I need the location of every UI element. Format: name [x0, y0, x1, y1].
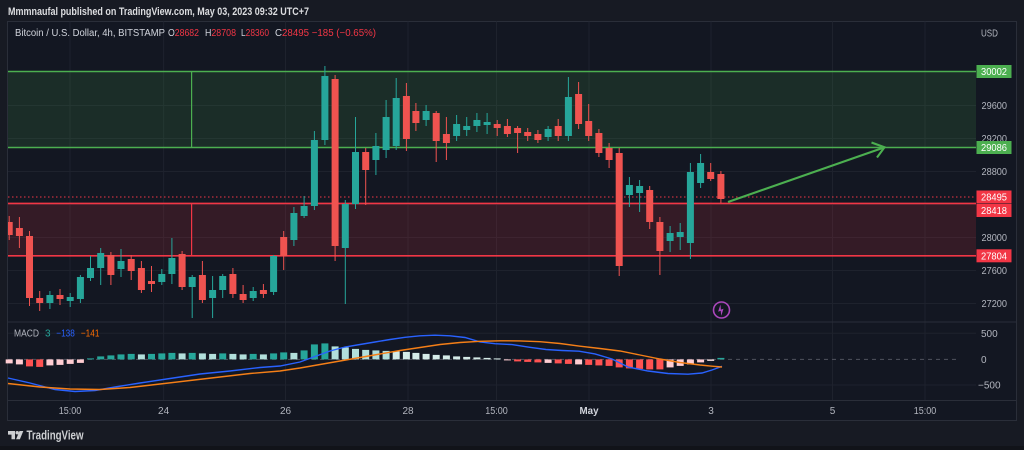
- svg-text:27200: 27200: [982, 299, 1008, 310]
- svg-text:15:00: 15:00: [485, 406, 508, 417]
- svg-text:29600: 29600: [982, 101, 1008, 112]
- svg-text:−141: −141: [81, 329, 100, 340]
- svg-text:3: 3: [45, 329, 51, 340]
- svg-text:27804: 27804: [981, 251, 1007, 262]
- svg-text:−500: −500: [978, 381, 1001, 392]
- svg-text:5: 5: [830, 406, 836, 417]
- svg-text:May: May: [580, 406, 599, 417]
- svg-text:L28360: L28360: [241, 28, 269, 39]
- svg-text:28495: 28495: [981, 193, 1007, 204]
- svg-text:C28495 −185 (−0.65%): C28495 −185 (−0.65%): [275, 28, 376, 39]
- svg-text:15:00: 15:00: [59, 406, 82, 417]
- svg-text:TradingView: TradingView: [27, 428, 85, 443]
- svg-text:15:00: 15:00: [914, 406, 937, 417]
- svg-text:28: 28: [402, 406, 414, 417]
- svg-text:Bitcoin / U.S. Dollar, 4h, BIT: Bitcoin / U.S. Dollar, 4h, BITSTAMP: [15, 28, 165, 39]
- svg-text:28000: 28000: [982, 233, 1008, 244]
- svg-text:29086: 29086: [981, 143, 1007, 154]
- svg-text:28418: 28418: [981, 206, 1007, 217]
- svg-text:27600: 27600: [982, 266, 1008, 277]
- svg-text:MACD: MACD: [14, 329, 39, 340]
- svg-text:500: 500: [981, 329, 998, 340]
- svg-text:0: 0: [981, 355, 987, 366]
- svg-text:USD: USD: [981, 29, 998, 40]
- svg-text:28800: 28800: [982, 167, 1008, 178]
- svg-text:O28682: O28682: [168, 28, 199, 39]
- svg-text:3: 3: [708, 406, 714, 417]
- svg-text:−138: −138: [56, 329, 75, 340]
- svg-text:29200: 29200: [982, 134, 1008, 145]
- svg-text:30002: 30002: [981, 67, 1007, 78]
- svg-text:26: 26: [280, 406, 292, 417]
- svg-text:H28708: H28708: [205, 28, 236, 39]
- svg-text:24: 24: [158, 406, 170, 417]
- svg-text:Mmmnaufal published on Trading: Mmmnaufal published on TradingView.com, …: [8, 6, 309, 18]
